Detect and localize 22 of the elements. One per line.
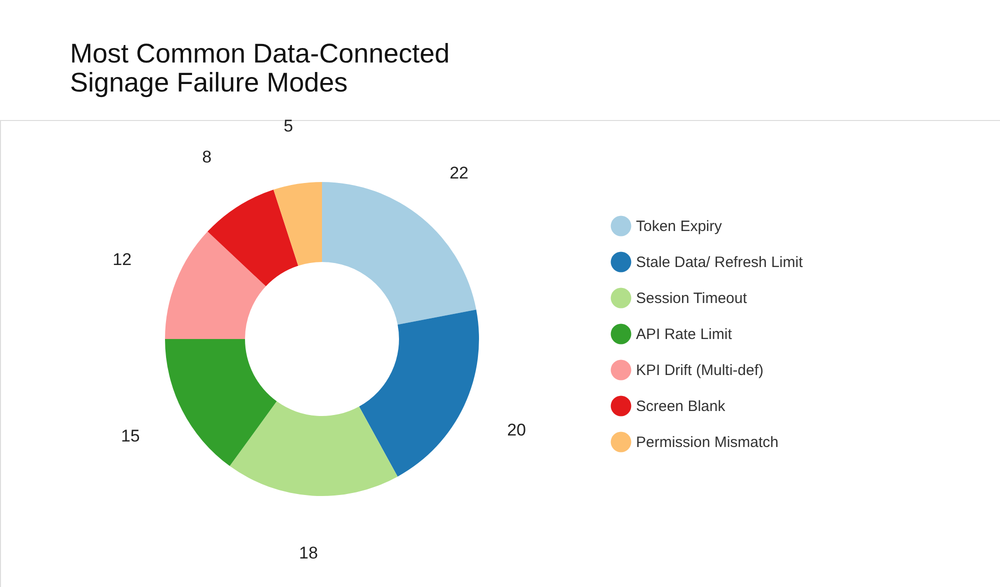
legend-label: Stale Data/ Refresh Limit xyxy=(636,254,804,271)
chart-title: Most Common Data-Connected Signage Failure Modes xyxy=(70,38,450,98)
donut-slice xyxy=(230,401,398,496)
legend-label: Permission Mismatch xyxy=(636,434,779,451)
data-label: 8 xyxy=(202,147,212,166)
data-label: 20 xyxy=(507,420,526,440)
legend-label: Session Timeout xyxy=(636,290,748,307)
data-label: 15 xyxy=(120,426,140,446)
data-label: 5 xyxy=(284,116,294,136)
data-label: 18 xyxy=(299,544,318,563)
donut-slice xyxy=(359,310,479,477)
legend-label: Token Expiry xyxy=(636,218,722,235)
legend-label: API Rate Limit xyxy=(636,326,733,343)
donut-slice xyxy=(165,339,277,466)
data-label: 12 xyxy=(112,250,132,269)
donut-slice xyxy=(208,190,298,286)
donut-slice xyxy=(165,232,266,339)
donut-slice xyxy=(273,182,322,266)
donut-slice xyxy=(322,182,476,325)
data-label: 22 xyxy=(450,163,469,182)
legend-label: KPI Drift (Multi-def) xyxy=(636,362,764,379)
legend-label: Screen Blank xyxy=(636,398,726,415)
